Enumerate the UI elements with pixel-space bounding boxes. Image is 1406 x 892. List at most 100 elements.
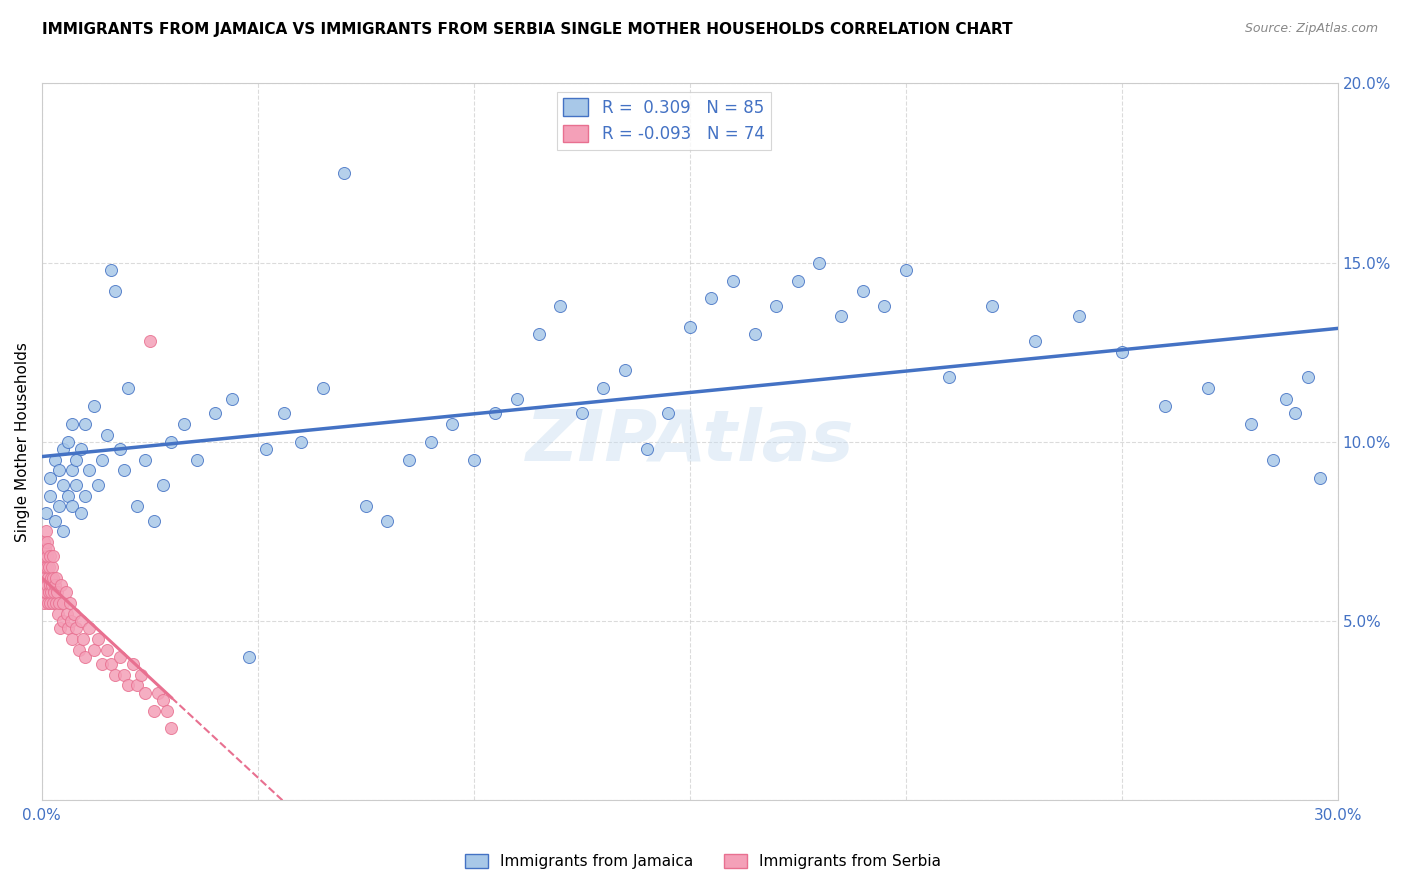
Point (152, 693, 174, 707)
Point (56, 607, 79, 621)
Point (44, 514, 66, 528)
Point (52, 524, 75, 539)
Point (100, 262, 122, 277)
Point (32, 549, 55, 564)
Point (32, 578, 55, 592)
Point (45, 596, 67, 610)
Point (721, 274, 744, 288)
Text: Source: ZipAtlas.com: Source: ZipAtlas.com (1244, 22, 1378, 36)
Point (104, 285, 127, 299)
Point (65, 477, 87, 491)
Point (117, 381, 139, 395)
Point (59, 596, 82, 610)
Point (636, 442, 658, 456)
Point (52, 614, 75, 628)
Point (221, 392, 243, 406)
Point (873, 299, 896, 313)
Point (1275, 392, 1298, 406)
Point (79, 463, 101, 477)
Point (117, 678, 139, 692)
Point (125, 500, 148, 514)
Point (72, 632, 94, 646)
Point (1284, 406, 1306, 420)
Point (39, 549, 62, 564)
Point (83, 399, 105, 413)
Point (104, 667, 127, 681)
Point (419, 434, 441, 449)
Point (45, 571, 67, 585)
Point (34, 560, 56, 574)
Legend: R =  0.309   N = 85, R = -0.093   N = 74: R = 0.309 N = 85, R = -0.093 N = 74 (557, 92, 770, 150)
Point (56, 621, 79, 635)
Point (51, 596, 73, 610)
Point (143, 704, 166, 718)
Point (354, 500, 377, 514)
Point (44, 578, 66, 592)
Point (981, 299, 1004, 313)
Point (49, 621, 72, 635)
Point (41, 578, 63, 592)
Point (571, 406, 593, 420)
Point (56, 489, 79, 503)
Point (35, 560, 58, 574)
Point (614, 363, 637, 377)
Point (35, 507, 58, 521)
Point (34, 578, 56, 592)
Point (112, 667, 135, 681)
Point (51, 578, 73, 592)
Point (87, 477, 110, 491)
Point (60, 632, 83, 646)
Point (60, 614, 83, 628)
Point (38, 585, 60, 599)
Point (256, 442, 278, 456)
Point (134, 452, 156, 467)
Point (1240, 417, 1263, 431)
Point (34, 585, 56, 599)
Point (73, 489, 96, 503)
Point (69, 442, 91, 456)
Point (91, 657, 114, 671)
Text: IMMIGRANTS FROM JAMAICA VS IMMIGRANTS FROM SERBIA SINGLE MOTHER HOUSEHOLDS CORRE: IMMIGRANTS FROM JAMAICA VS IMMIGRANTS FR… (42, 22, 1012, 37)
Point (744, 327, 766, 342)
Point (37, 596, 59, 610)
Point (808, 255, 831, 269)
Point (42, 585, 65, 599)
Point (100, 657, 122, 671)
Point (44, 452, 66, 467)
Point (1197, 381, 1219, 395)
Point (311, 381, 333, 395)
Point (134, 686, 156, 700)
Point (46, 585, 69, 599)
Point (152, 477, 174, 491)
Point (851, 285, 873, 299)
Point (31, 560, 53, 574)
Point (121, 657, 143, 671)
Point (42, 549, 65, 564)
Point (60, 417, 83, 431)
Point (63, 607, 86, 621)
Point (786, 274, 808, 288)
Point (87, 632, 110, 646)
Point (32, 596, 55, 610)
Point (39, 470, 62, 484)
Point (37, 542, 59, 557)
Point (73, 417, 96, 431)
Point (83, 642, 105, 657)
Point (73, 649, 96, 664)
Point (1024, 334, 1046, 349)
Point (398, 452, 420, 467)
Point (463, 452, 485, 467)
Point (56, 434, 79, 449)
Point (333, 166, 356, 180)
Point (1154, 399, 1177, 413)
Point (60, 463, 83, 477)
Point (48, 463, 70, 477)
Point (34, 542, 56, 557)
Point (42, 571, 65, 585)
Point (290, 434, 312, 449)
Point (204, 406, 226, 420)
Point (38, 560, 60, 574)
Point (484, 406, 506, 420)
Point (65, 621, 87, 635)
Legend: Immigrants from Jamaica, Immigrants from Serbia: Immigrants from Jamaica, Immigrants from… (458, 848, 948, 875)
